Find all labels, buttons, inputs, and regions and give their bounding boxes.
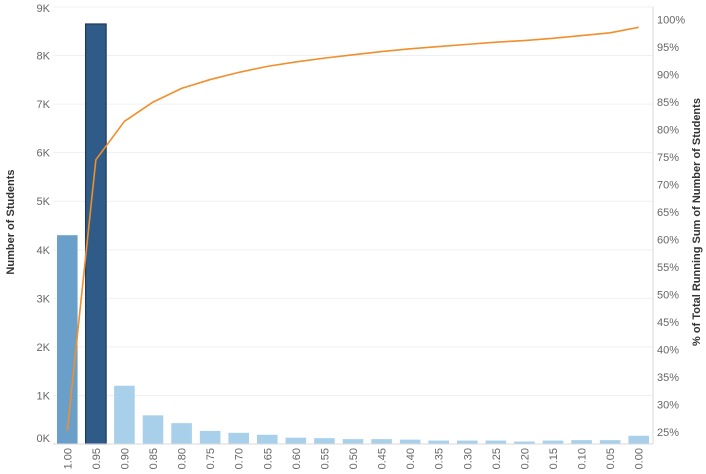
y2-tick-label: 75% <box>657 152 679 164</box>
y2-tick-label: 55% <box>657 262 679 274</box>
bar-0.30[interactable] <box>457 440 478 444</box>
x-tick-label: 0.20 <box>519 448 531 469</box>
x-axis-ticks: 1.00 0.95 0.90 0.85 0.80 0.75 0.70 0.65 0.60 0.55… <box>62 448 645 469</box>
bar-0.25[interactable] <box>485 440 507 444</box>
bar-0.80[interactable] <box>171 423 192 444</box>
bar-0.00[interactable] <box>628 435 649 444</box>
y-tick-label: 2K <box>37 342 51 354</box>
y2-tick-label: 100% <box>657 15 685 27</box>
x-tick-label: 0.40 <box>405 448 417 469</box>
x-tick-label: 0.15 <box>548 448 560 469</box>
y-tick-label: 6K <box>37 148 51 160</box>
y2-tick-label: 35% <box>657 372 679 384</box>
bar-0.60[interactable] <box>285 437 307 444</box>
y2-tick-label: 70% <box>657 180 679 192</box>
x-tick-label: 0.05 <box>605 448 617 469</box>
y-tick-label: 9K <box>37 3 51 15</box>
x-tick-label: 0.25 <box>491 448 503 469</box>
x-tick-label: 0.80 <box>177 448 189 469</box>
y-tick-label: 3K <box>37 293 51 305</box>
bar-0.50[interactable] <box>342 439 364 444</box>
cumulative-line <box>66 26 639 431</box>
bar-0.45[interactable] <box>371 439 392 444</box>
bar-0.05[interactable] <box>599 440 621 444</box>
axes <box>53 7 654 445</box>
bar-0.10[interactable] <box>571 440 592 444</box>
bars <box>57 23 649 445</box>
bar-0.90[interactable] <box>114 385 135 444</box>
y2-tick-label: 40% <box>657 345 679 357</box>
y2-tick-label: 50% <box>657 290 679 302</box>
bar-0.70[interactable] <box>228 432 249 444</box>
y2-tick-label: 60% <box>657 235 679 247</box>
x-tick-label: 0.50 <box>348 448 360 469</box>
y-tick-label: 1K <box>37 390 51 402</box>
y2-tick-label: 80% <box>657 125 679 137</box>
bar-0.55[interactable] <box>314 438 335 444</box>
x-tick-label: 0.10 <box>577 448 589 469</box>
bar-0.15[interactable] <box>542 440 564 444</box>
bar-0.85[interactable] <box>142 415 164 444</box>
left-axis-ticks: 0K 1K 2K 3K 4K 5K 6K 7K 8K 9K <box>37 3 51 445</box>
y-tick-label: 0K <box>37 433 51 445</box>
x-tick-label: 0.00 <box>634 448 646 469</box>
y-tick-label: 5K <box>37 196 51 208</box>
x-tick-label: 0.45 <box>377 448 389 469</box>
y2-tick-label: 95% <box>657 42 679 54</box>
y2-tick-label: 30% <box>657 399 679 411</box>
y2-tick-label: 90% <box>657 70 679 82</box>
x-tick-label: 0.35 <box>434 448 446 469</box>
bar-1.00[interactable] <box>57 235 78 444</box>
y-tick-label: 8K <box>37 51 51 63</box>
y2-tick-label: 45% <box>657 317 679 329</box>
bar-0.65[interactable] <box>257 434 278 444</box>
x-tick-label: 0.60 <box>291 448 303 469</box>
y-axis-title: Number of Students <box>5 169 17 274</box>
x-tick-label: 0.75 <box>205 448 217 469</box>
cumulative-percent-line[interactable] <box>66 26 639 431</box>
bar-0.75[interactable] <box>199 430 221 444</box>
x-tick-label: 0.70 <box>234 448 246 469</box>
x-tick-label: 1.00 <box>62 448 74 469</box>
bar-0.35[interactable] <box>428 440 449 444</box>
bar-0.40[interactable] <box>399 439 421 444</box>
x-tick-label: 0.55 <box>319 448 331 469</box>
gridlines <box>53 6 653 396</box>
bar-0.20[interactable] <box>514 441 535 444</box>
y-tick-label: 7K <box>37 99 51 111</box>
right-axis-ticks: 25% 30% 35% 40% 45% 50% 55% 60% 65% 70% 75% 80% 85% 9… <box>657 15 685 439</box>
y2-tick-label: 65% <box>657 207 679 219</box>
y2-axis-title: % of Total Running Sum of Number of Stud… <box>691 98 703 346</box>
x-tick-label: 0.30 <box>462 448 474 469</box>
x-tick-label: 0.85 <box>148 448 160 469</box>
y2-tick-label: 85% <box>657 97 679 109</box>
y2-tick-label: 25% <box>657 427 679 439</box>
x-tick-label: 0.95 <box>91 448 103 469</box>
x-tick-label: 0.90 <box>119 448 131 469</box>
x-tick-label: 0.65 <box>262 448 274 469</box>
y-tick-label: 4K <box>37 245 51 257</box>
